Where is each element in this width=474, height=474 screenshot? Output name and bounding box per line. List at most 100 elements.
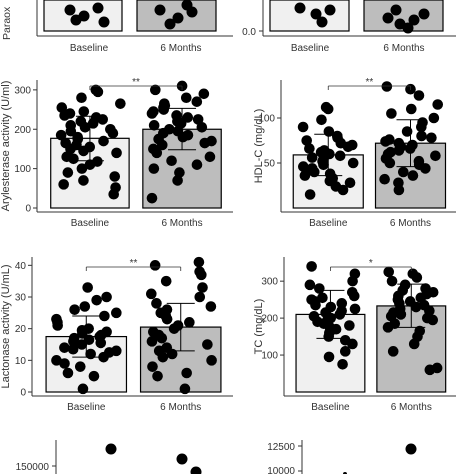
bar-baseline-top-right bbox=[269, 0, 350, 32]
y-axis-label: Arylesterase activity (U/ml) bbox=[0, 81, 12, 212]
ytick-label-bottom-left: 150000 bbox=[16, 462, 50, 473]
ytick-label: 100 bbox=[258, 114, 275, 125]
data-point bbox=[306, 163, 318, 174]
data-point bbox=[416, 130, 427, 142]
ytick-label-bottom-right: 10000 bbox=[267, 466, 295, 474]
data-point bbox=[62, 367, 74, 379]
data-point bbox=[386, 275, 398, 287]
data-point bbox=[101, 291, 112, 303]
data-point bbox=[198, 88, 210, 100]
panel-bottom-right: 12500 10000 bbox=[267, 440, 417, 474]
data-point bbox=[417, 117, 428, 128]
panel-top-right: 0.0 Baseline 6 Months bbox=[242, 0, 456, 54]
data-point bbox=[405, 103, 417, 115]
data-point bbox=[181, 0, 193, 11]
data-point bbox=[61, 151, 73, 163]
data-point bbox=[161, 304, 173, 315]
data-point bbox=[317, 292, 328, 304]
data-point bbox=[404, 296, 416, 307]
ytick-label: 100 bbox=[261, 351, 278, 362]
data-point bbox=[92, 156, 103, 167]
data-point bbox=[347, 157, 359, 169]
data-point bbox=[428, 112, 440, 124]
significance-label: ** bbox=[365, 77, 373, 88]
data-point bbox=[161, 342, 173, 353]
data-point bbox=[413, 90, 425, 101]
x-tick-label: Baseline bbox=[311, 402, 350, 413]
data-point bbox=[58, 179, 69, 190]
data-point bbox=[318, 145, 330, 156]
x-tick-label: Baseline bbox=[67, 402, 106, 413]
data-point bbox=[306, 152, 318, 163]
ytick-label: 40 bbox=[15, 261, 27, 272]
data-point bbox=[314, 283, 325, 294]
data-point bbox=[88, 370, 100, 382]
data-point bbox=[147, 361, 158, 372]
data-point bbox=[172, 320, 184, 331]
ytick-label: 300 bbox=[14, 85, 31, 96]
data-point bbox=[204, 151, 216, 163]
ytick-label: 100 bbox=[14, 164, 31, 175]
ytick-label-top-right: 0.0 bbox=[242, 27, 256, 38]
data-point bbox=[164, 123, 175, 135]
ytick-label: 50 bbox=[264, 159, 276, 170]
data-point bbox=[349, 303, 361, 315]
data-point bbox=[59, 358, 70, 369]
data-point bbox=[407, 268, 419, 280]
data-point bbox=[402, 22, 414, 34]
data-point bbox=[306, 294, 317, 305]
data-point bbox=[393, 137, 405, 149]
bar-6m-paraoxonase bbox=[136, 0, 217, 32]
data-point bbox=[340, 334, 351, 346]
xtick-6m-top-right: 6 Months bbox=[383, 43, 424, 54]
data-point bbox=[384, 134, 395, 145]
data-point bbox=[85, 348, 96, 360]
data-point bbox=[174, 167, 185, 178]
data-point bbox=[190, 466, 202, 474]
data-point bbox=[90, 112, 102, 123]
ytick-label: 200 bbox=[261, 314, 278, 325]
data-point bbox=[430, 150, 441, 162]
data-point bbox=[154, 4, 166, 16]
data-point bbox=[105, 123, 116, 135]
data-point bbox=[160, 275, 172, 287]
data-point bbox=[398, 166, 409, 178]
data-point bbox=[336, 305, 347, 317]
data-point bbox=[194, 291, 206, 303]
data-point bbox=[381, 81, 393, 92]
data-point bbox=[148, 326, 159, 338]
data-point bbox=[387, 346, 399, 357]
data-point bbox=[62, 167, 74, 178]
data-point bbox=[331, 130, 343, 142]
x-tick-label: 6 Months bbox=[160, 402, 201, 413]
data-point bbox=[146, 192, 158, 204]
data-point bbox=[308, 310, 320, 322]
data-point bbox=[101, 326, 112, 338]
data-point bbox=[306, 261, 317, 272]
data-point bbox=[191, 96, 203, 107]
data-point bbox=[78, 106, 90, 117]
data-point bbox=[401, 126, 413, 137]
data-point bbox=[297, 121, 309, 133]
data-point bbox=[98, 135, 109, 147]
data-point bbox=[323, 351, 335, 363]
data-point bbox=[420, 283, 431, 294]
data-point bbox=[206, 355, 217, 366]
x-tick-label: Baseline bbox=[309, 218, 348, 229]
data-point bbox=[346, 286, 358, 298]
data-point bbox=[383, 266, 395, 278]
data-point bbox=[301, 135, 312, 146]
data-point bbox=[105, 443, 117, 455]
data-point bbox=[337, 358, 348, 370]
data-point bbox=[179, 383, 191, 395]
data-point bbox=[148, 106, 159, 117]
data-point bbox=[176, 80, 188, 92]
data-point bbox=[152, 370, 163, 382]
data-point bbox=[407, 170, 419, 181]
data-point bbox=[334, 150, 346, 162]
x-tick-label: 6 Months bbox=[391, 402, 432, 413]
data-point bbox=[180, 92, 192, 104]
data-point bbox=[304, 143, 315, 154]
data-point bbox=[320, 101, 332, 113]
